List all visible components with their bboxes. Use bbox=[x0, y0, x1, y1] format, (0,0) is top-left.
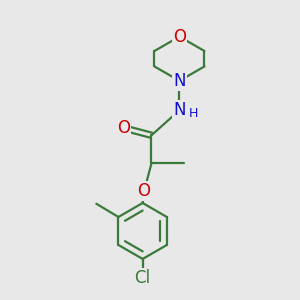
Text: Cl: Cl bbox=[135, 269, 151, 287]
Text: H: H bbox=[189, 107, 199, 120]
Text: O: O bbox=[138, 182, 151, 200]
Text: O: O bbox=[117, 119, 130, 137]
Text: N: N bbox=[173, 101, 186, 119]
Text: N: N bbox=[173, 72, 186, 90]
Text: O: O bbox=[173, 28, 186, 46]
